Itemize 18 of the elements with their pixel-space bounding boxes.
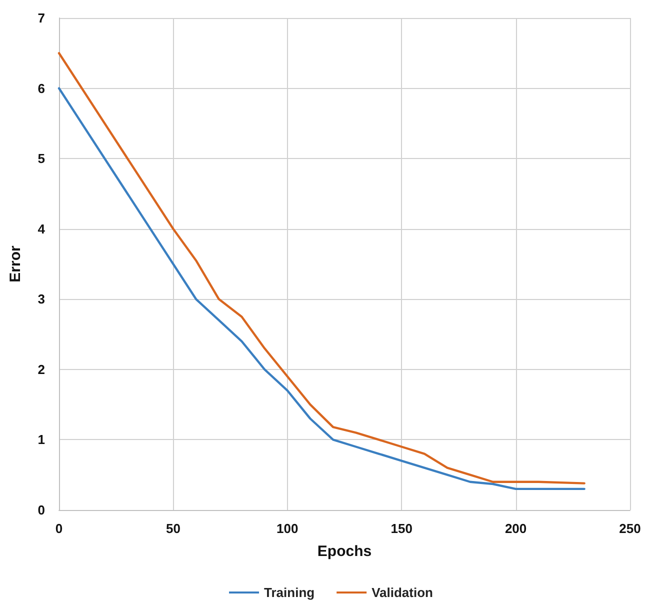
y-tick-label: 6 <box>38 80 45 96</box>
x-tick-label: 250 <box>619 521 641 536</box>
y-tick-label: 4 <box>38 221 46 236</box>
x-tick-label: 50 <box>166 521 180 536</box>
x-tick-label: 200 <box>504 521 527 536</box>
y-axis-title: Error <box>7 246 24 282</box>
x-axis-title: Epochs <box>317 543 372 560</box>
y-tick-label: 2 <box>38 362 45 377</box>
y-tick-label: 7 <box>38 10 45 26</box>
y-tick-label: 5 <box>38 151 45 166</box>
x-tick-label: 100 <box>276 521 298 536</box>
legend-label: Training <box>264 585 315 600</box>
y-tick-label: 3 <box>38 292 45 307</box>
x-tick-label: 0 <box>55 521 63 536</box>
y-tick-label: 0 <box>38 502 45 518</box>
x-tick-label: 150 <box>390 521 412 536</box>
legend-label: Validation <box>372 585 434 600</box>
y-tick-label: 1 <box>38 432 45 448</box>
